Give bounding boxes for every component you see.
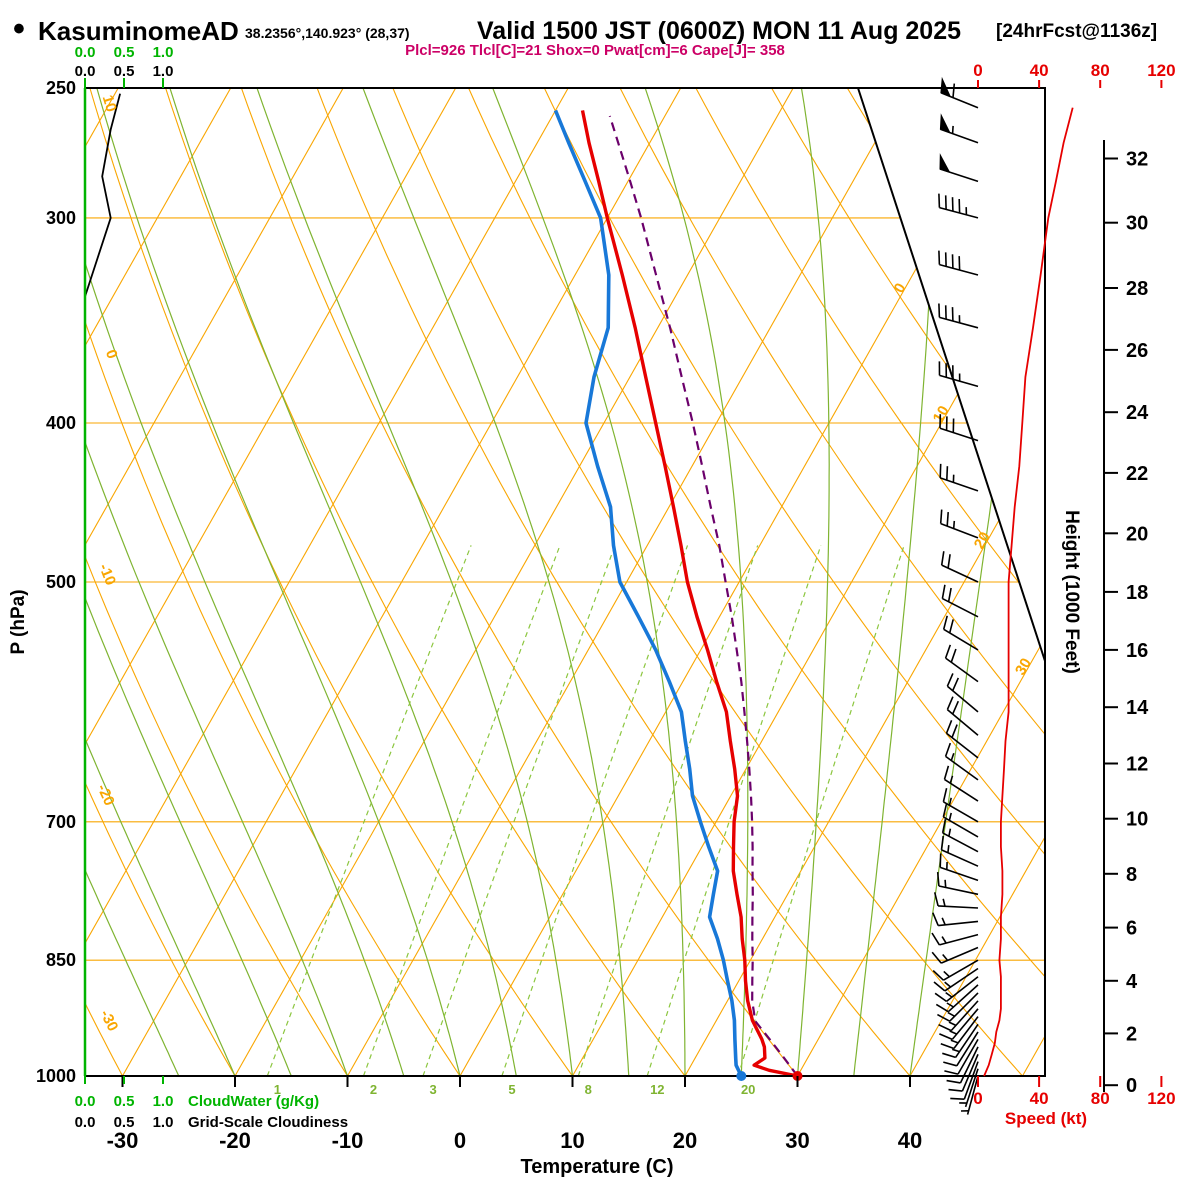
svg-text:-20: -20	[93, 782, 117, 809]
svg-text:40: 40	[898, 1128, 922, 1153]
svg-text:0.5: 0.5	[114, 1093, 135, 1110]
svg-text:1.0: 1.0	[153, 1093, 174, 1110]
svg-text:10: 10	[930, 403, 953, 426]
svg-text:250: 250	[46, 78, 76, 98]
svg-text:10: 10	[560, 1128, 584, 1153]
svg-text:20: 20	[673, 1128, 697, 1153]
forecast-tag: [24hrFcst@1136z]	[996, 21, 1158, 42]
station-name: KasuminomeAD	[38, 16, 239, 46]
svg-text:-10: -10	[332, 1128, 364, 1153]
svg-text:850: 850	[46, 950, 76, 970]
svg-text:120: 120	[1147, 61, 1175, 80]
svg-text:0.0: 0.0	[75, 44, 96, 61]
parcel-curve	[608, 115, 799, 1076]
sounding-params: Plcl=926 Tlcl[C]=21 Shox=0 Pwat[cm]=6 Ca…	[405, 42, 785, 59]
svg-text:8: 8	[585, 1082, 592, 1097]
svg-text:P (hPa): P (hPa)	[8, 589, 29, 654]
svg-text:22: 22	[1126, 463, 1148, 485]
svg-text:-30: -30	[107, 1128, 139, 1153]
svg-text:80: 80	[1091, 1089, 1110, 1108]
svg-text:1.0: 1.0	[153, 63, 174, 80]
svg-text:0: 0	[973, 1089, 982, 1108]
svg-text:0.0: 0.0	[75, 1093, 96, 1110]
svg-text:-30: -30	[96, 1007, 121, 1034]
svg-text:20: 20	[1126, 523, 1148, 545]
svg-text:300: 300	[46, 208, 76, 228]
svg-text:3: 3	[429, 1082, 436, 1097]
svg-text:2: 2	[1126, 1023, 1137, 1045]
svg-text:20: 20	[741, 1082, 755, 1097]
svg-text:5: 5	[508, 1082, 515, 1097]
svg-text:20: 20	[971, 529, 994, 552]
svg-text:500: 500	[46, 572, 76, 592]
svg-text:28: 28	[1126, 278, 1148, 300]
svg-text:30: 30	[1126, 213, 1148, 235]
svg-text:120: 120	[1147, 1089, 1175, 1108]
svg-text:0.5: 0.5	[114, 63, 135, 80]
svg-text:400: 400	[46, 413, 76, 433]
cloudwater-legend: CloudWater (g/Kg)	[188, 1093, 319, 1110]
svg-text:0: 0	[973, 61, 982, 80]
speed-axis-title: Speed (kt)	[1005, 1109, 1087, 1128]
svg-text:12: 12	[650, 1082, 664, 1097]
surface-dewpoint-dot	[736, 1071, 747, 1081]
station-bullet: •	[13, 10, 25, 48]
svg-text:0: 0	[454, 1128, 466, 1153]
svg-text:26: 26	[1126, 340, 1148, 362]
svg-text:4: 4	[1126, 971, 1138, 993]
svg-text:0.5: 0.5	[114, 44, 135, 61]
station-coords: 38.2356°,140.923° (28,37)	[245, 25, 410, 41]
svg-text:1: 1	[274, 1082, 281, 1097]
svg-text:16: 16	[1126, 640, 1148, 662]
svg-text:6: 6	[1126, 918, 1137, 940]
svg-text:12: 12	[1126, 754, 1148, 776]
svg-text:8: 8	[1126, 864, 1137, 886]
svg-text:32: 32	[1126, 149, 1148, 171]
valid-time: Valid 1500 JST (0600Z) MON 11 Aug 2025	[477, 17, 962, 45]
diagonal-boundary	[857, 87, 1046, 662]
svg-text:-10: -10	[95, 561, 119, 588]
svg-text:30: 30	[785, 1128, 809, 1153]
cloudiness-legend: Grid-Scale Cloudiness	[188, 1114, 348, 1131]
svg-text:0: 0	[891, 280, 910, 296]
dewpoint-curve	[553, 109, 743, 1076]
cloudiness-profile	[85, 93, 121, 297]
svg-text:1.0: 1.0	[153, 44, 174, 61]
svg-text:Temperature (C): Temperature (C)	[521, 1156, 674, 1178]
svg-text:0.5: 0.5	[114, 1114, 135, 1131]
svg-text:2: 2	[370, 1082, 377, 1097]
svg-text:30: 30	[1012, 655, 1035, 678]
svg-text:Height (1000 Feet): Height (1000 Feet)	[1061, 510, 1082, 674]
svg-text:10: 10	[99, 93, 120, 114]
svg-text:-20: -20	[219, 1128, 251, 1153]
svg-text:0.0: 0.0	[75, 63, 96, 80]
temperature-curve	[580, 110, 798, 1076]
plot-area	[85, 88, 1045, 1076]
svg-text:14: 14	[1126, 697, 1149, 719]
svg-text:0.0: 0.0	[75, 1114, 96, 1131]
svg-text:0: 0	[1126, 1075, 1137, 1097]
svg-text:1000: 1000	[36, 1066, 76, 1086]
wind-speed-profile	[983, 107, 1074, 1077]
svg-text:40: 40	[1030, 1089, 1049, 1108]
svg-text:10: 10	[1126, 809, 1148, 831]
svg-text:18: 18	[1126, 582, 1148, 604]
wind-barbs	[931, 76, 979, 1115]
svg-text:700: 700	[46, 812, 76, 832]
svg-text:80: 80	[1091, 61, 1110, 80]
svg-text:40: 40	[1030, 61, 1049, 80]
svg-text:1.0: 1.0	[153, 1114, 174, 1131]
svg-text:24: 24	[1126, 402, 1149, 424]
